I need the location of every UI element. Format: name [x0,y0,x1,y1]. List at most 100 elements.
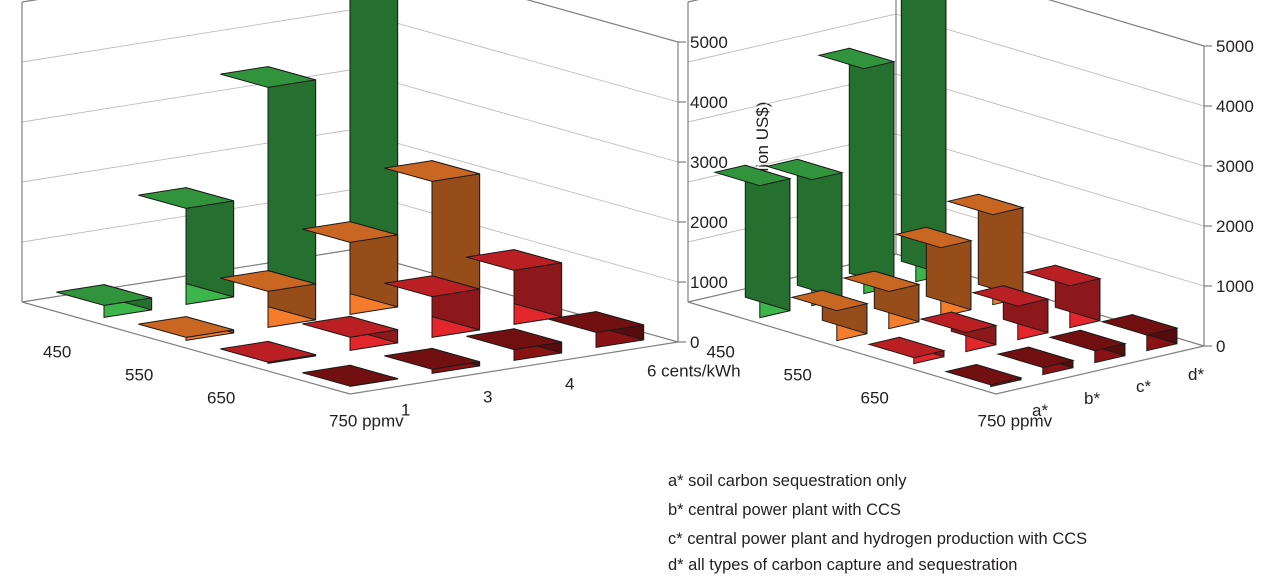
gridline-back [21,9,351,63]
bar-side-face [900,0,947,276]
bar-top-face [548,311,644,333]
row-label: 650 [207,389,235,408]
gridline-side [349,129,679,223]
z-tick-label: 1000 [1216,277,1254,296]
z-tick-label: 2000 [690,213,728,232]
axis-frame-line [687,0,700,3]
bar-top-face [466,328,562,351]
bar-750-ppmv-3 [384,347,481,374]
legend-item-c: c* central power plant and hydrogen prod… [668,530,1088,548]
gridline-side [349,9,679,103]
row-label: 750 ppmv [329,412,404,431]
bar-top-face [765,158,844,181]
z-tick-label: 0 [1216,337,1225,356]
gridline-side [526,0,679,43]
bar-top-face [384,275,480,298]
column-label: 3 [483,388,492,407]
axis-frame-line [1047,0,1205,47]
chart-1: 010002000300040005000cost savings (billi… [21,0,772,431]
bar-650-c [971,285,1050,341]
bar-650-3 [302,315,399,351]
legend-item-b: b* central power plant with CCS [668,501,901,519]
z-tick-label: 3000 [690,153,728,172]
bar-550-3 [220,269,317,328]
bar-top-face [220,66,316,88]
bar-top-face [302,221,398,243]
row-label: 550 [125,366,153,385]
bar-750-ppmv-1 [302,364,399,387]
bar-top-face [713,164,792,187]
bar-550-b [842,270,921,330]
row-label: 550 [784,366,812,385]
floor-edge-left [687,301,997,395]
bar-top-face [1023,264,1102,287]
bar-top-face [996,346,1075,369]
column-label: b* [1084,389,1100,408]
column-label: a* [1032,401,1048,420]
bar-top-face [946,193,1025,216]
z-tick-label: 4000 [1216,97,1254,116]
legend-item-d: d* all types of carbon capture and seque… [668,556,1018,574]
chart-2: 010002000300040005000cost savings (billi… [687,0,1280,431]
bar-top-face [220,270,316,292]
z-tick-label: 2000 [1216,217,1254,236]
floor-edge-front [349,341,679,395]
bar-top-face [894,226,973,249]
bar-650-a [867,336,946,365]
column-label: d* [1188,365,1204,384]
bar-top-face [1100,314,1179,336]
gridline-back [687,13,897,63]
axis-frame-line [526,0,679,43]
legend-item-a: a* soil carbon sequestration only [668,472,907,490]
bar-750-ppmv-d [1100,314,1179,352]
row-label: 450 [43,343,71,362]
bar-top-face [302,364,398,387]
bar-650-6centskWh [466,248,563,325]
bar-650-4 [384,275,481,338]
bar-450-c [817,47,896,295]
z-tick-label: 3000 [1216,157,1254,176]
bar-top-face [302,315,398,338]
bar-top-face [138,316,234,338]
z-tick-label: 5000 [690,33,728,52]
floor-edge-front [995,345,1205,395]
bar-550-4 [302,220,399,315]
bar-top-face [466,249,562,271]
bar-650-d [1023,264,1102,329]
row-label: 450 [707,343,735,362]
row-label: 750 ppmv [978,412,1053,431]
bar-550-c [894,226,973,318]
bar-750-ppmv-a [944,363,1023,388]
column-label: c* [1136,377,1152,396]
axis-frame-line [21,0,39,3]
gridline-side [895,193,1205,287]
bar-top-face [138,187,234,209]
bar-side-face [796,158,843,300]
bar-top-face [384,347,480,370]
gridline-side [895,73,1205,167]
bar-450-3 [138,186,235,305]
bar-750-ppmv-6centskWh [548,310,645,348]
bar-top-face [919,311,998,334]
gridline-back [687,0,699,3]
bar-top-face [842,270,921,293]
bar-top-face [944,363,1023,386]
column-label: 4 [565,375,574,394]
bar-450-d [900,0,947,283]
gridline-side [349,69,679,163]
gridline-side [895,13,1205,107]
bar-top-face [220,340,316,363]
z-tick-label: 4000 [690,93,728,112]
bar-top-face [56,284,152,306]
gridline-side [895,133,1205,227]
bar-top-face [971,285,1050,307]
bar-top-face [384,160,480,182]
row-label: 650 [861,389,889,408]
bar-450-a [713,164,792,319]
bar-side-face [267,65,317,285]
bar-750-ppmv-4 [466,328,563,361]
bar-650-1 [220,340,317,364]
z-tick-label: 0 [690,333,699,352]
bar-450-4 [220,65,317,292]
